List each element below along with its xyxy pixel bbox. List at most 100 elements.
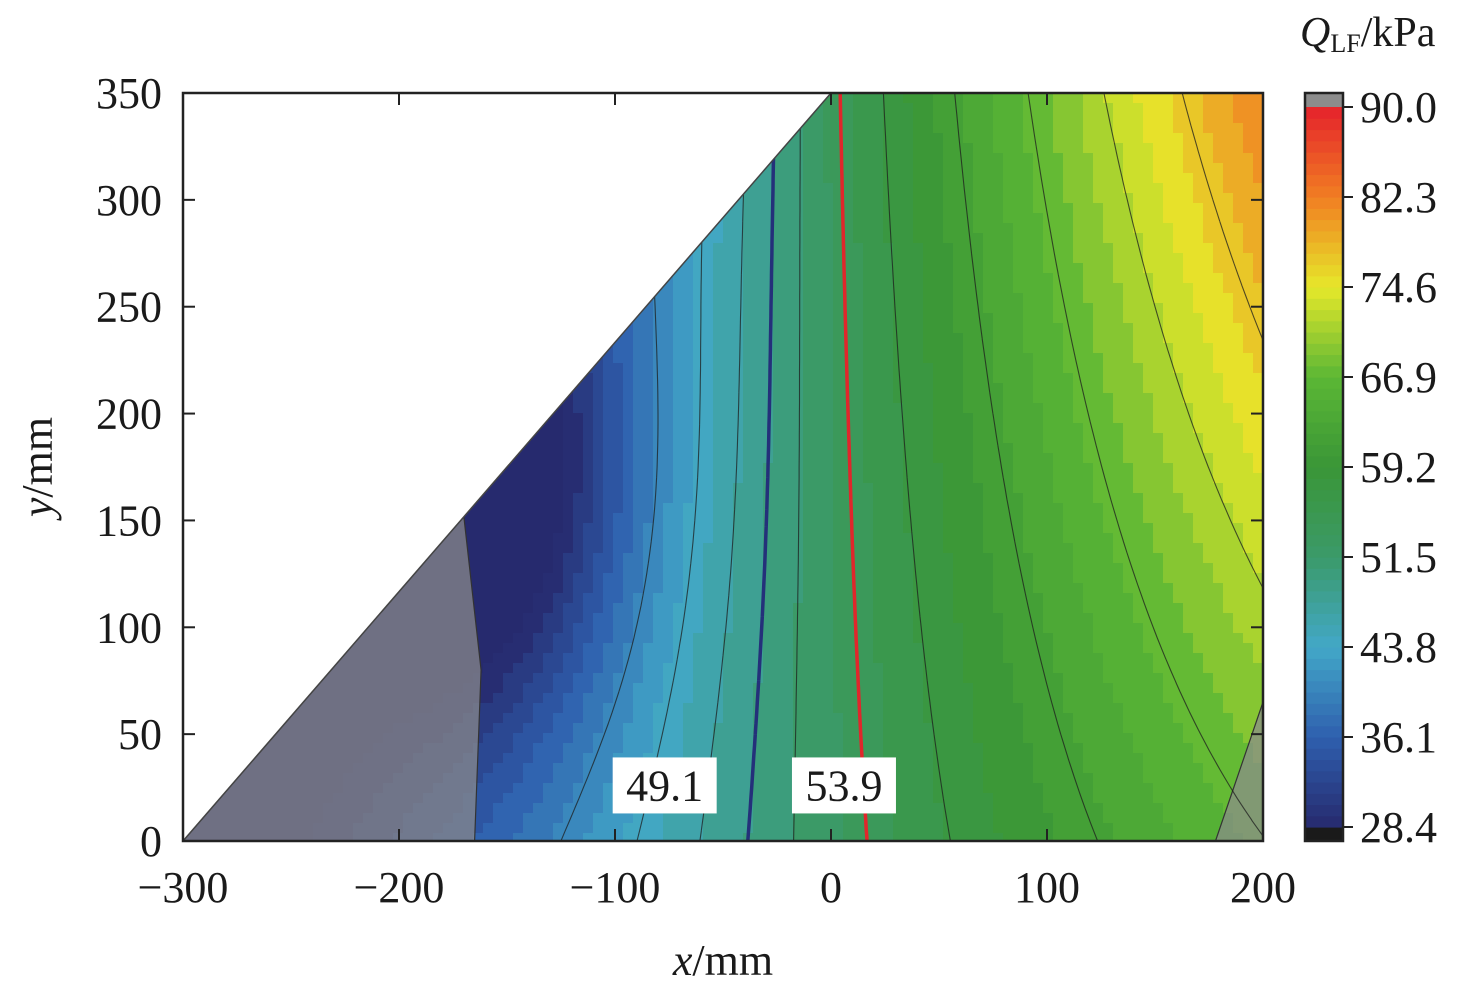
- colorbar-segment: [1305, 140, 1343, 153]
- colorbar-segment: [1305, 185, 1343, 198]
- colorbar-segment: [1305, 770, 1343, 783]
- colorbar-tick-label: 59.2: [1360, 443, 1437, 492]
- x-tick-label: −200: [354, 863, 445, 912]
- y-tick-label: 150: [96, 496, 162, 545]
- colorbar-segment: [1305, 354, 1343, 367]
- x-tick-label: 200: [1230, 863, 1296, 912]
- contour-labels: 49.1 53.9: [612, 757, 896, 814]
- colorbar-segment: [1305, 343, 1343, 356]
- contour-line: [1027, 93, 1263, 837]
- colorbar-segment: [1305, 309, 1343, 322]
- y-tick-label: 0: [140, 817, 162, 866]
- domain-boundary-line: [182, 92, 832, 842]
- colorbar-segment: [1305, 163, 1343, 176]
- y-tick-label: 250: [96, 283, 162, 332]
- x-tick-label: −300: [138, 863, 229, 912]
- colorbar-segment: [1305, 669, 1343, 682]
- colorbar-under: [1305, 827, 1343, 841]
- colorbar-segment: [1305, 455, 1343, 468]
- colorbar-tick-label: 51.5: [1360, 533, 1437, 582]
- colorbar: 28.4 36.1 43.8 51.5 59.2 66.9 74.6 82.3 90.0: [1303, 83, 1437, 852]
- x-axis-label: x/mm: [672, 936, 773, 985]
- x-axis: −300 −200 −100 0 100 200: [138, 93, 1296, 912]
- contour-field: [183, 93, 1263, 841]
- colorbar-tick-label: 82.3: [1360, 173, 1437, 222]
- colorbar-segment: [1305, 703, 1343, 716]
- colorbar-segment: [1305, 534, 1343, 547]
- colorbar-segment: [1305, 680, 1343, 693]
- colorbar-tick-label: 74.6: [1360, 263, 1437, 312]
- colorbar-segment: [1305, 152, 1343, 164]
- colorbar-segment: [1305, 523, 1343, 536]
- colorbar-segment: [1305, 365, 1343, 378]
- colorbar-segment: [1305, 759, 1343, 772]
- colorbar-segment: [1305, 613, 1343, 626]
- plot-frame: [181, 91, 1265, 843]
- colorbar-over: [1305, 93, 1343, 107]
- colorbar-tick-label: 90.0: [1360, 83, 1437, 132]
- colorbar-segment: [1305, 545, 1343, 558]
- colorbar-segment: [1305, 568, 1343, 581]
- colorbar-segment: [1305, 410, 1343, 423]
- colorbar-segment: [1305, 208, 1343, 221]
- colorbar-segment: [1305, 815, 1343, 828]
- colorbar-segment: [1305, 500, 1343, 513]
- colorbar-segment: [1305, 230, 1343, 243]
- y-tick-label: 200: [96, 390, 162, 439]
- x-tick-label: 100: [1014, 863, 1080, 912]
- colorbar-segment: [1305, 332, 1343, 344]
- colorbar-tick-label: 43.8: [1360, 623, 1437, 672]
- colorbar-segment: [1305, 174, 1343, 187]
- colorbar-segment: [1305, 219, 1343, 232]
- colorbar-segment: [1305, 658, 1343, 671]
- x-tick-label: −100: [570, 863, 661, 912]
- contour-label-text: 49.1: [626, 761, 703, 810]
- y-tick-label: 300: [96, 176, 162, 225]
- y-axis-label: y/mm: [13, 417, 62, 521]
- contour-line-highlight: [746, 93, 777, 841]
- colorbar-segment: [1305, 107, 1343, 119]
- colorbar-segment: [1305, 118, 1343, 131]
- colorbar-title: QLF/kPa: [1300, 10, 1436, 58]
- colorbar-segment: [1305, 388, 1343, 401]
- colorbar-segment: [1305, 253, 1343, 266]
- colorbar-segment: [1305, 467, 1343, 479]
- colorbar-segment: [1305, 557, 1343, 569]
- plot-area: [182, 92, 1263, 842]
- colorbar-segment: [1305, 579, 1343, 592]
- colorbar-segment: [1305, 444, 1343, 457]
- colorbar-segment: [1305, 692, 1343, 704]
- colorbar-segment: [1305, 804, 1343, 817]
- colorbar-segment: [1305, 129, 1343, 142]
- colorbar-segment: [1305, 793, 1343, 806]
- colorbar-segment: [1305, 748, 1343, 761]
- y-tick-label: 50: [118, 710, 162, 759]
- colorbar-segment: [1305, 433, 1343, 446]
- contour-line: [954, 93, 1099, 841]
- colorbar-segment: [1305, 782, 1343, 794]
- colorbar-tick-label: 36.1: [1360, 713, 1437, 762]
- y-axis: 0 50 100 150 200 250 300 350: [96, 69, 1263, 866]
- colorbar-segment: [1305, 399, 1343, 412]
- colorbar-segment: [1305, 590, 1343, 603]
- colorbar-tick-label: 66.9: [1360, 353, 1437, 402]
- colorbar-segment: [1305, 512, 1343, 524]
- colorbar-segment: [1305, 320, 1343, 333]
- colorbar-segment: [1305, 422, 1343, 434]
- colorbar-segment: [1305, 275, 1343, 288]
- colorbar-segment: [1305, 647, 1343, 659]
- colorbar-segment: [1305, 287, 1343, 299]
- colorbar-segment: [1305, 737, 1343, 749]
- colorbar-segment: [1305, 197, 1343, 209]
- colorbar-segment: [1305, 377, 1343, 389]
- colorbar-segment: [1305, 478, 1343, 491]
- colorbar-segment: [1305, 298, 1343, 311]
- colorbar-segment: [1305, 714, 1343, 727]
- x-tick-label: 0: [820, 863, 842, 912]
- colorbar-segment: [1305, 624, 1343, 637]
- colorbar-segment: [1305, 635, 1343, 648]
- contour-label: 49.1: [612, 757, 717, 814]
- contour-label: 53.9: [791, 757, 896, 814]
- colorbar-tick-label: 28.4: [1360, 803, 1437, 852]
